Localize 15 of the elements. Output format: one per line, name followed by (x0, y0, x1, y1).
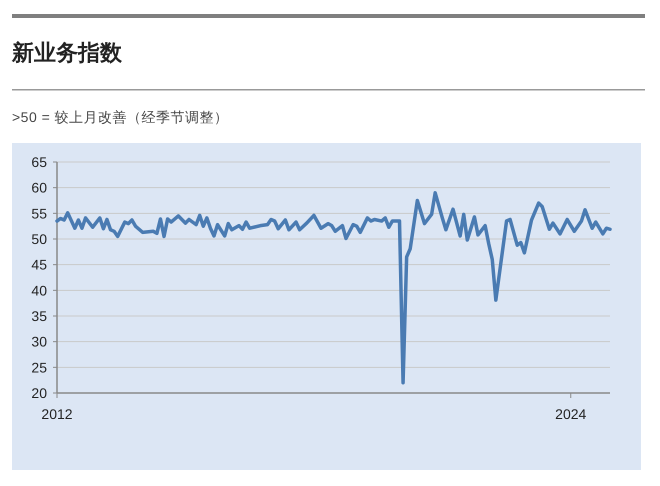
y-tick-label: 35 (31, 308, 48, 324)
line-series (55, 191, 612, 384)
y-tick-label: 50 (31, 231, 48, 247)
x-tick-label: 2024 (555, 406, 587, 422)
y-tick-label: 25 (31, 359, 48, 376)
x-tick-label: 2012 (41, 406, 73, 422)
y-tick-label: 40 (31, 282, 48, 298)
y-tick-label: 55 (31, 205, 48, 222)
y-tick-label: 65 (31, 154, 48, 170)
y-tick-label: 30 (31, 334, 48, 350)
chart-title: 新业务指数 (11, 40, 123, 65)
y-tick-label: 20 (31, 385, 48, 401)
chart-subtitle: >50 = 较上月改善（经季节调整） (12, 109, 229, 125)
y-tick-label: 45 (31, 256, 48, 273)
y-tick-label: 60 (31, 180, 48, 196)
